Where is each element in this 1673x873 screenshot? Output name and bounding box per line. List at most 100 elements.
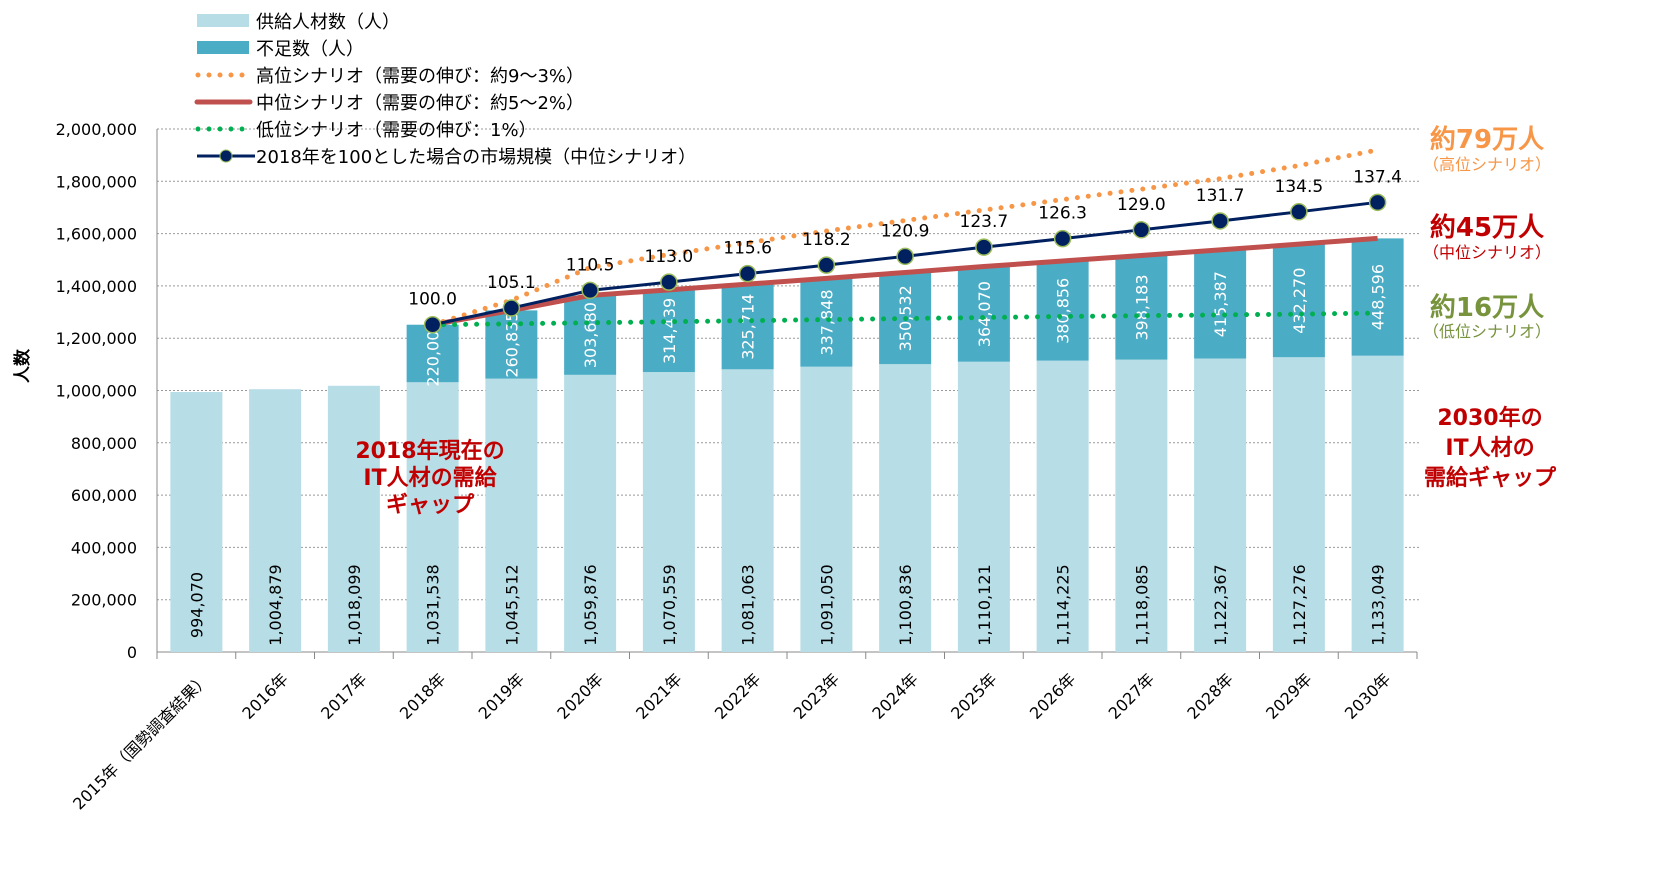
bar-supply xyxy=(642,372,695,652)
bar-label-shortage: 220,000 xyxy=(424,320,443,386)
market-size-marker xyxy=(581,281,599,300)
bar-label-supply: 1,045,512 xyxy=(502,564,521,645)
x-tick-label: 2018年 xyxy=(396,669,450,723)
bar-label-supply: 1,122,367 xyxy=(1211,564,1230,645)
market-size-label: 134.5 xyxy=(1275,177,1324,197)
bar-shortage xyxy=(642,289,695,373)
bar-label-shortage: 448,596 xyxy=(1369,264,1388,330)
x-tick-label: 2024年 xyxy=(868,669,922,723)
market-size-marker xyxy=(1211,212,1229,230)
market-size-marker xyxy=(975,238,993,256)
bar-shortage xyxy=(1036,261,1089,361)
bar-supply xyxy=(564,374,617,652)
market-size-label: 126.3 xyxy=(1038,204,1087,224)
y-tick-label: 1,600,000 xyxy=(56,225,137,244)
market-size-marker xyxy=(896,247,914,266)
bar-label-shortage: 314,439 xyxy=(660,298,679,364)
bar-label-supply: 1,059,876 xyxy=(581,564,600,645)
bar-label-supply: 1,070,559 xyxy=(660,564,679,645)
bar-supply xyxy=(1036,360,1089,652)
bar-shortage xyxy=(1115,255,1168,360)
market-size-label: 100.0 xyxy=(408,290,457,310)
bar-label-shortage: 337,848 xyxy=(817,289,836,355)
bar-label-supply: 1,018,099 xyxy=(345,564,364,645)
bar-label-supply: 994,070 xyxy=(187,572,206,638)
bar-label-shortage: 325,714 xyxy=(739,294,758,360)
x-tick-label: 2019年 xyxy=(475,669,529,723)
bar-label-supply: 1,133,049 xyxy=(1369,564,1388,645)
market-size-marker xyxy=(502,299,521,317)
legend-swatch xyxy=(197,41,249,54)
bar-label-shortage: 303,680 xyxy=(581,302,600,368)
bar-shortage xyxy=(1351,238,1404,356)
legend-swatch xyxy=(197,14,249,27)
y-tick-label: 1,000,000 xyxy=(56,382,137,401)
x-tick-label: 2015年（国勢調査結果） xyxy=(69,669,213,813)
legend-label: 不足数（人） xyxy=(256,39,364,60)
bar-shortage xyxy=(721,284,774,370)
legend-label: 2018年を100とした場合の市場規模（中位シナリオ） xyxy=(256,147,696,168)
x-tick-label: 2020年 xyxy=(553,669,607,723)
bar-supply xyxy=(957,361,1010,652)
bar-label-supply: 1,031,538 xyxy=(424,564,443,645)
x-tick-label: 2028年 xyxy=(1183,669,1237,723)
bar-label-shortage: 398,183 xyxy=(1132,274,1151,340)
bar-label-supply: 1,127,276 xyxy=(1290,564,1309,645)
bar-supply xyxy=(1194,358,1247,652)
market-size-marker xyxy=(738,264,757,283)
bar-shortage xyxy=(800,278,853,367)
bar-supply xyxy=(327,385,380,652)
bar-label-shortage: 415,387 xyxy=(1211,271,1230,337)
bar-supply xyxy=(721,369,774,652)
bar-supply xyxy=(1115,359,1168,652)
annotation-mid: 約45万人 xyxy=(1430,212,1544,243)
market-size-label: 118.2 xyxy=(802,230,851,250)
legend-marker xyxy=(219,149,233,163)
bar-supply xyxy=(1351,355,1404,652)
market-size-label: 129.0 xyxy=(1117,195,1166,215)
bar-supply xyxy=(170,392,223,652)
x-tick-label: 2030年 xyxy=(1341,669,1395,723)
x-tick-label: 2022年 xyxy=(711,669,765,723)
y-tick-label: 400,000 xyxy=(71,538,137,557)
y-axis-label: 人数 xyxy=(12,348,33,383)
bar-supply xyxy=(249,389,302,652)
market-size-marker xyxy=(1368,193,1387,212)
x-tick-label: 2029年 xyxy=(1262,669,1316,723)
annotation-gap-2030: IT人材の xyxy=(1445,436,1534,461)
annotation-gap-2030: 2030年の xyxy=(1437,405,1542,431)
market-size-label: 137.4 xyxy=(1353,167,1402,187)
high-scenario-line xyxy=(430,147,1381,328)
bar-shortage xyxy=(406,324,459,383)
y-tick-label: 200,000 xyxy=(71,591,137,610)
bar-shortage xyxy=(485,310,538,379)
bar-label-supply: 1,118,085 xyxy=(1132,564,1151,645)
bar-shortage xyxy=(957,266,1010,362)
bar-shortage xyxy=(1272,244,1325,358)
market-size-marker xyxy=(817,256,836,274)
market-size-label: 115.6 xyxy=(723,239,772,259)
bar-label-shortage: 432,270 xyxy=(1290,268,1309,334)
annotation-gap-2018: IT人材の需給 xyxy=(363,465,497,491)
market-size-label: 113.0 xyxy=(645,247,694,267)
market-size-label: 131.7 xyxy=(1196,186,1245,206)
legend-label: 中位シナリオ（需要の伸び：約5～2%） xyxy=(256,93,584,114)
annotation-gap-2018: 2018年現在の xyxy=(355,438,504,464)
y-tick-label: 600,000 xyxy=(71,486,137,505)
annotation-mid-sub: （中位シナリオ） xyxy=(1423,243,1551,262)
bar-label-shortage: 260,835 xyxy=(502,311,521,377)
legend-label: 低位シナリオ（需要の伸び：1%） xyxy=(256,120,537,141)
y-tick-label: 2,000,000 xyxy=(56,120,137,139)
bar-label-supply: 1,100,836 xyxy=(896,564,915,645)
y-tick-label: 1,400,000 xyxy=(56,277,137,296)
low-scenario-line xyxy=(430,310,1381,328)
bar-supply xyxy=(1272,357,1325,652)
y-tick-label: 1,800,000 xyxy=(56,172,137,191)
legend-label: 供給人材数（人） xyxy=(256,12,400,33)
bar-label-supply: 1,004,879 xyxy=(266,564,285,645)
bar-label-shortage: 364,070 xyxy=(975,281,994,347)
market-size-label: 123.7 xyxy=(960,212,1009,232)
bar-label-supply: 1,110,121 xyxy=(975,564,994,645)
market-size-marker xyxy=(660,273,678,291)
